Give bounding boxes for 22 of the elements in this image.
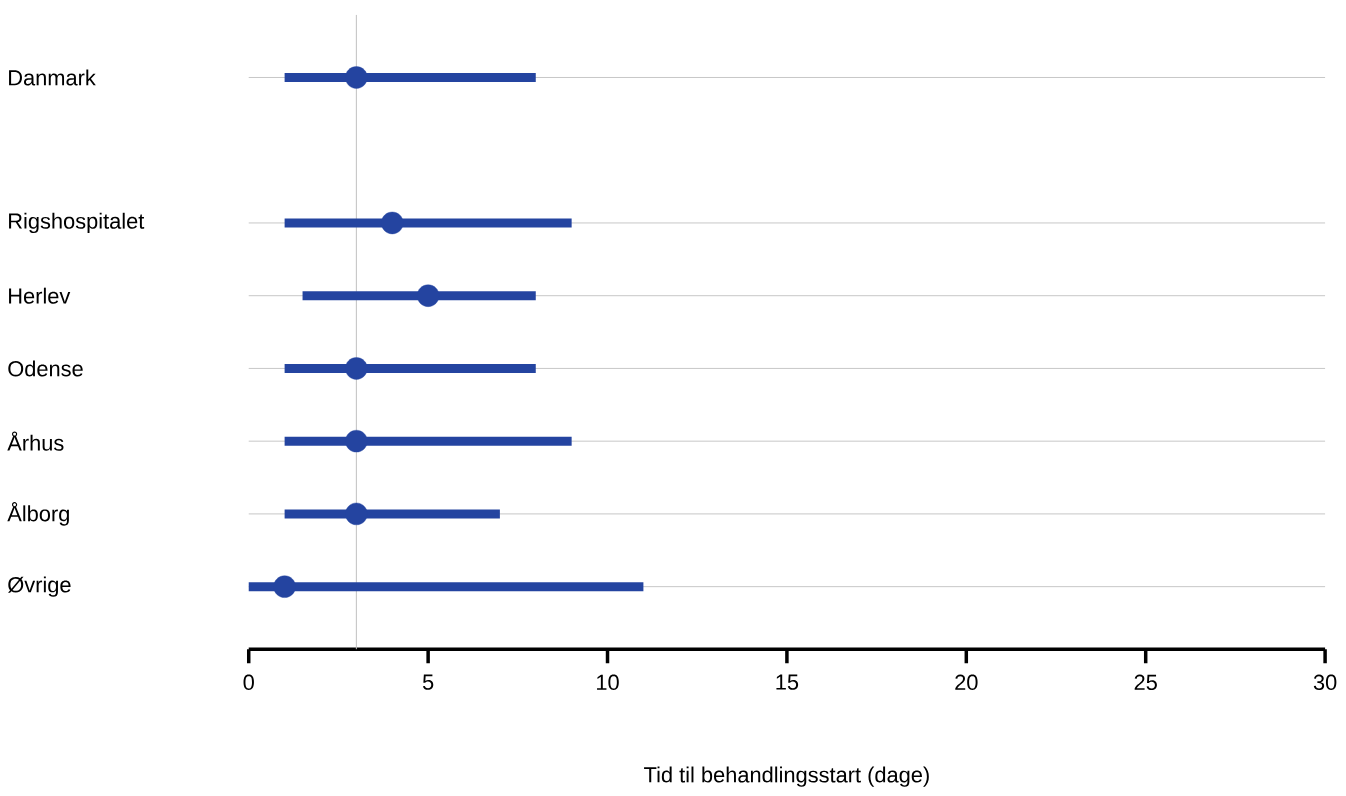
y-tick-label: Herlev xyxy=(9,287,71,304)
y-tick-label: Århus xyxy=(7,431,64,452)
x-tick-label: 20 xyxy=(955,674,978,691)
y-tick-label: Danmark xyxy=(9,69,96,86)
x-tick-label: 25 xyxy=(1134,674,1157,691)
x-tick-label: 10 xyxy=(597,674,619,691)
x-tick-label: 5 xyxy=(422,674,434,691)
point xyxy=(345,430,368,453)
point xyxy=(345,66,368,89)
x-tick-label: 0 xyxy=(243,674,254,691)
y-tick-label: Rigshospitalet xyxy=(9,212,145,234)
y-tick-label: Odense xyxy=(8,360,83,377)
point xyxy=(273,575,296,599)
x-axis-title: Tid til behandlingsstart (dage) xyxy=(644,766,929,788)
point xyxy=(381,212,404,235)
x-tick-label: 15 xyxy=(776,674,799,691)
point xyxy=(345,502,368,526)
y-tick-label: Ålborg xyxy=(7,502,69,526)
point xyxy=(416,284,440,308)
y-tick-label: Øvrige xyxy=(8,576,71,598)
point xyxy=(345,357,368,380)
x-tick-label: 30 xyxy=(1313,674,1337,691)
